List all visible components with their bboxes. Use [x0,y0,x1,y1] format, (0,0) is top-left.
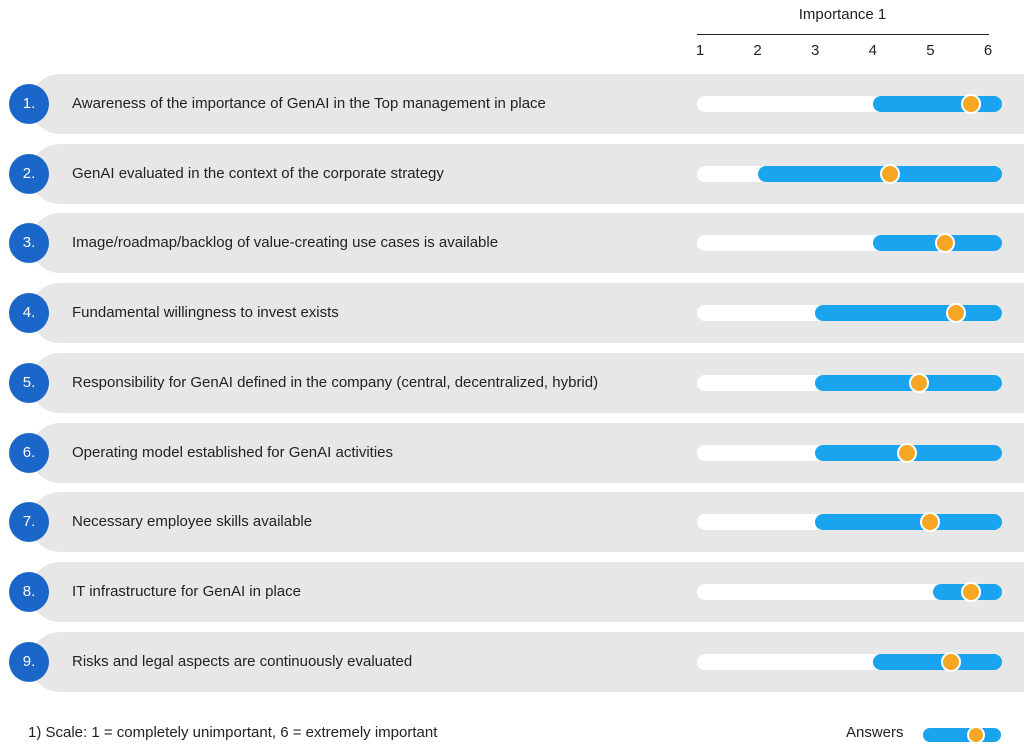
chart-row: 2. GenAI evaluated in the context of the … [9,144,1024,204]
answer-range-bar [872,654,1002,670]
chart-row: 3. Image/roadmap/backlog of value-creatin… [9,213,1024,273]
answer-dot [960,582,981,602]
answer-dot [920,512,941,532]
row-label: Awareness of the importance of GenAI in … [72,95,546,112]
row-number-badge: 1. [9,84,49,124]
footnote: 1) Scale: 1 = completely unimportant, 6 … [28,724,438,741]
row-number-badge: 5. [9,363,49,403]
scale-track [697,164,1002,184]
tick-label: 6 [983,42,993,59]
answer-dot [960,94,981,114]
row-label: GenAI evaluated in the context of the co… [72,165,444,182]
chart-row: 5. Responsibility for GenAI defined in th… [9,353,1024,413]
scale-track [697,303,1002,323]
answer-dot [940,652,961,672]
row-label: Risks and legal aspects are continuously… [72,653,413,670]
scale-track [697,373,1002,393]
scale-track [697,94,1002,114]
answer-dot [934,233,955,253]
row-number-badge: 8. [9,572,49,612]
scale-track [697,233,1002,253]
answer-range-bar [815,305,1002,321]
tick-label: 1 [695,42,705,59]
scale-track [697,443,1002,463]
row-number-badge: 7. [9,502,49,542]
answer-range-bar [815,514,1002,530]
scale-track [697,652,1002,672]
answer-dot [908,373,929,393]
answer-range-bar [872,96,1002,112]
row-label: Responsibility for GenAI defined in the … [72,374,599,391]
legend-answer-dot [967,726,985,744]
chart-row: 1. Awareness of the importance of GenAI i… [9,74,1024,134]
scale-track [697,582,1002,602]
axis-line [697,34,989,35]
row-label: Necessary employee skills available [72,513,313,530]
chart-row: 7. Necessary employee skills available [9,492,1024,552]
chart-row: 4. Fundamental willingness to invest exis… [9,283,1024,343]
legend-label: Answers [846,724,904,741]
tick-label: 2 [753,42,762,59]
chart-row: 9. Risks and legal aspects are continuous… [9,632,1024,692]
axis-title: Importance 1 [798,6,887,23]
row-label: Operating model established for GenAI ac… [72,444,393,461]
tick-label: 3 [811,42,820,59]
row-label: Fundamental willingness to invest exists [72,304,339,321]
row-number-badge: 9. [9,642,49,682]
answer-dot [897,443,918,463]
tick-label: 4 [868,42,877,59]
answer-range-bar [815,375,1002,391]
scale-track [697,512,1002,532]
answer-range-bar [757,166,1002,182]
row-number-badge: 4. [9,293,49,333]
chart-row: 8. IT infrastructure for GenAI in place [9,562,1024,622]
legend-range-swatch [923,726,1001,744]
row-label: Image/roadmap/backlog of value-creating … [72,234,499,251]
row-number-badge: 3. [9,223,49,263]
chart-row: 6. Operating model established for GenAI … [9,423,1024,483]
answer-dot [880,164,901,184]
tick-label: 5 [926,42,935,59]
row-label: IT infrastructure for GenAI in place [72,583,301,600]
scale-ticks: 1 2 3 4 5 6 [0,42,1024,64]
row-number-badge: 6. [9,433,49,473]
row-number-badge: 2. [9,154,49,194]
answer-dot [946,303,967,323]
